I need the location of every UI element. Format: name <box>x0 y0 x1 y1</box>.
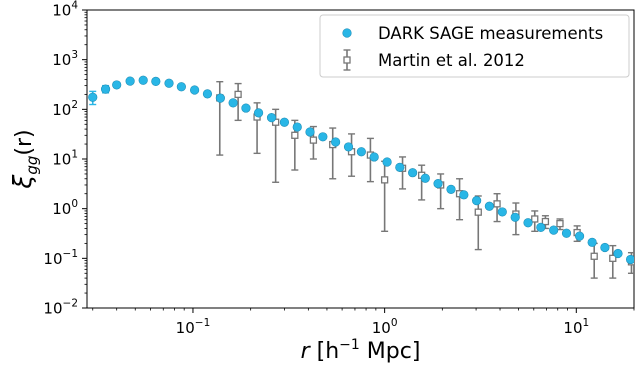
dark-sage-data-point <box>190 86 199 95</box>
y-tick-label: 104 <box>52 0 78 20</box>
dark-sage-data-point <box>370 153 379 162</box>
dark-sage-data-point <box>383 158 392 167</box>
dark-sage-data-point <box>524 218 533 227</box>
dark-sage-data-point <box>267 113 276 122</box>
dark-sage-data-point <box>306 128 315 137</box>
dark-sage-data-point <box>460 191 469 200</box>
dark-sage-data-point <box>575 232 584 241</box>
dark-sage-data-point <box>434 179 443 188</box>
data-series <box>88 76 635 278</box>
dark-sage-data-point <box>126 77 135 86</box>
dark-sage-data-point <box>254 109 263 118</box>
dark-sage-data-point <box>498 208 507 217</box>
martin-data-point <box>591 253 597 259</box>
y-tick-label: 10−1 <box>43 248 78 268</box>
dark-sage-data-point <box>614 249 623 258</box>
legend-dark-sage-marker <box>343 29 352 38</box>
legend-martin-marker <box>344 57 350 63</box>
dark-sage-data-point <box>408 168 417 177</box>
martin-data-point <box>557 221 563 227</box>
x-tick-label: 10−1 <box>176 317 211 337</box>
dark-sage-data-point <box>101 85 110 94</box>
dark-sage-data-point <box>165 79 174 88</box>
dark-sage-data-point <box>229 99 238 108</box>
dark-sage-data-point <box>293 123 302 132</box>
dark-sage-data-point <box>139 76 148 85</box>
dark-sage-data-point <box>216 94 225 103</box>
dark-sage-data-point <box>396 163 405 172</box>
dark-sage-data-point <box>511 213 520 222</box>
y-tick-label: 102 <box>52 99 78 119</box>
dark-sage-data-point <box>112 81 121 90</box>
y-tick-label: 101 <box>52 149 78 169</box>
dark-sage-data-point <box>344 143 353 152</box>
dark-sage-data-point <box>203 90 212 99</box>
x-tick-label: 100 <box>372 317 398 337</box>
dark-sage-data-point <box>588 238 597 247</box>
dark-sage-data-point <box>152 77 161 86</box>
dark-sage-data-point <box>549 226 558 235</box>
dark-sage-data-point <box>447 185 456 194</box>
dark-sage-data-point <box>177 82 186 91</box>
x-axis-label: r [h−1 Mpc] <box>301 337 421 364</box>
dark-sage-data-point <box>562 229 571 238</box>
x-tick-label: 101 <box>563 317 589 337</box>
y-tick-label: 103 <box>52 49 78 69</box>
dark-sage-data-point <box>472 196 481 205</box>
y-tick-label: 10−2 <box>43 298 78 318</box>
dark-sage-data-point <box>319 132 328 141</box>
martin-data-point <box>292 132 298 138</box>
legend: DARK SAGE measurements Martin et al. 2012 <box>320 15 629 77</box>
dark-sage-data-point <box>88 93 97 102</box>
dark-sage-data-point <box>601 243 610 252</box>
martin-data-point <box>494 201 500 207</box>
legend-martin-label: Martin et al. 2012 <box>378 51 525 70</box>
dark-sage-data-point <box>626 255 635 264</box>
dark-sage-data-point <box>537 223 546 232</box>
dark-sage-data-point <box>331 138 340 147</box>
martin-data-point <box>475 209 481 215</box>
series-dark-sage <box>88 76 634 264</box>
martin-data-point <box>532 216 538 222</box>
dark-sage-data-point <box>421 174 430 183</box>
dark-sage-data-point <box>280 118 289 127</box>
martin-data-point <box>235 91 241 97</box>
legend-dark-sage-label: DARK SAGE measurements <box>378 24 603 43</box>
y-axis-label: ξgg(r) <box>8 129 41 189</box>
dark-sage-data-point <box>242 104 251 113</box>
y-tick-label: 100 <box>52 198 78 218</box>
dark-sage-data-point <box>357 147 366 156</box>
dark-sage-data-point <box>485 202 494 211</box>
martin-data-point <box>382 177 388 183</box>
martin-data-point <box>310 137 316 143</box>
